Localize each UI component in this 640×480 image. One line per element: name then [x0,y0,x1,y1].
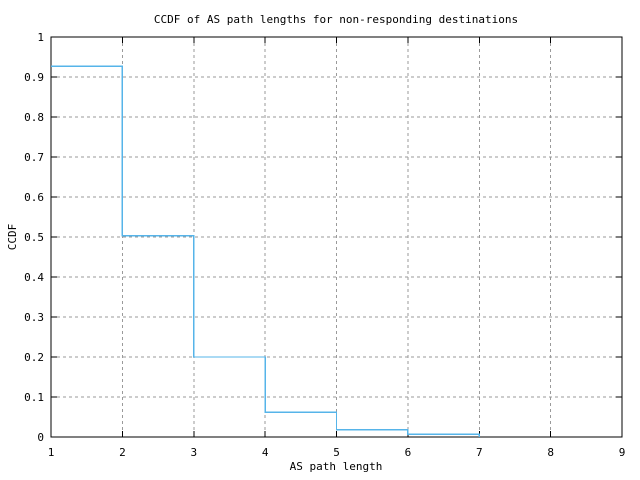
ccdf-step-line [51,65,480,437]
y-tick-label: 0.2 [24,351,44,364]
tick-layer [50,36,623,438]
y-tick-label: 1 [37,31,44,44]
y-tick-label: 0.3 [24,311,44,324]
x-axis-label: AS path length [290,460,383,473]
x-tick-label: 9 [619,446,626,459]
y-tick-label: 0.8 [24,111,44,124]
grid-layer [51,37,622,437]
x-tick-label: 3 [190,446,197,459]
y-tick-label: 0.9 [24,71,44,84]
y-tick-label: 0.6 [24,191,44,204]
x-tick-label: 1 [48,446,55,459]
x-tick-label: 8 [547,446,554,459]
y-tick-label: 0.7 [24,151,44,164]
series-layer [51,65,480,437]
x-tick-label: 5 [333,446,340,459]
x-tick-label: 6 [405,446,412,459]
y-axis-label: CCDF [6,224,19,251]
y-tick-label: 0.1 [24,391,44,404]
y-tick-label: 0 [37,431,44,444]
y-tick-label: 0.5 [24,231,44,244]
y-tick-label: 0.4 [24,271,44,284]
x-tick-label: 2 [119,446,126,459]
chart-title: CCDF of AS path lengths for non-respondi… [154,13,518,26]
x-tick-label: 4 [262,446,269,459]
tick-label-layer: 1 2 3 4 5 6 7 8 9 0 0.1 0.2 0.3 0.4 0.5 0.6 0.7 0.8 0.9 1 [24,31,625,459]
x-tick-label: 7 [476,446,483,459]
